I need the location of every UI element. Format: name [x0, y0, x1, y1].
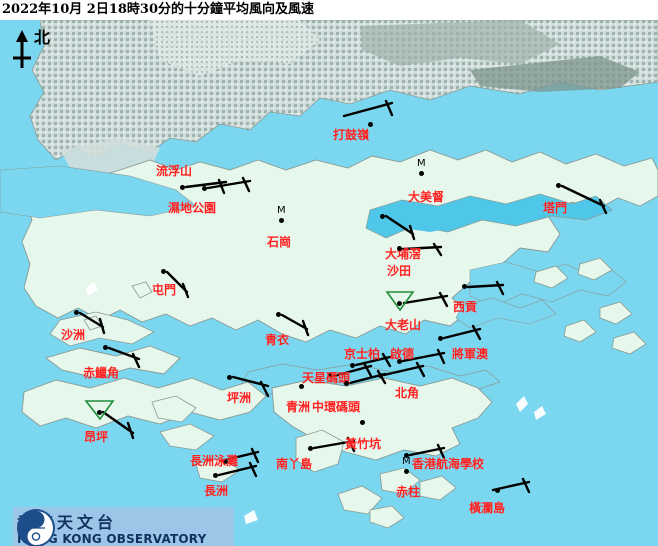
- wind-barbs: [78, 99, 608, 494]
- station-marker[interactable]: [279, 218, 284, 223]
- station-marker[interactable]: [276, 312, 281, 317]
- station-marker[interactable]: [308, 446, 313, 451]
- station-label[interactable]: 赤鱲角: [83, 366, 120, 380]
- station-marker-letter: M: [277, 205, 286, 216]
- station-marker[interactable]: [328, 373, 333, 378]
- station-marker[interactable]: [404, 453, 409, 458]
- logo-name-en: HONG KONG OBSERVATORY: [17, 531, 207, 546]
- station-label[interactable]: 橫瀾島: [469, 501, 506, 515]
- station-label[interactable]: 大埔滘: [385, 247, 422, 261]
- hko-logo-icon: [17, 509, 55, 546]
- station-label[interactable]: 沙洲: [61, 328, 86, 342]
- station-marker[interactable]: [103, 345, 108, 350]
- station-label[interactable]: 塔門: [543, 201, 568, 215]
- station-label[interactable]: 赤柱: [396, 485, 421, 499]
- station-marker[interactable]: [299, 384, 304, 389]
- station-label[interactable]: 青衣: [265, 333, 290, 347]
- station-label[interactable]: 濕地公園: [168, 201, 217, 215]
- station-label[interactable]: 石崗: [267, 235, 292, 249]
- station-marker[interactable]: [556, 183, 561, 188]
- station-label[interactable]: 打鼓嶺: [333, 128, 370, 142]
- station-marker[interactable]: [397, 301, 402, 306]
- station-marker[interactable]: [344, 381, 349, 386]
- outlying-islands: [83, 257, 647, 529]
- triangle-markers: [84, 291, 415, 421]
- station-marker[interactable]: [397, 246, 402, 251]
- station-marker[interactable]: [404, 469, 409, 474]
- station-marker[interactable]: [213, 473, 218, 478]
- station-marker[interactable]: [378, 373, 383, 378]
- station-marker[interactable]: [397, 359, 402, 364]
- station-marker[interactable]: [161, 269, 166, 274]
- station-label[interactable]: 大老山: [385, 318, 422, 332]
- page-title: 2022年10月 2日18時30分的十分鐘平均風向及風速: [0, 0, 658, 20]
- station-marker[interactable]: [462, 284, 467, 289]
- station-marker[interactable]: [380, 214, 385, 219]
- station-label[interactable]: 天星碼頭: [302, 371, 351, 385]
- chek-lap-kok: [45, 345, 181, 379]
- station-marker[interactable]: [227, 375, 232, 380]
- station-label[interactable]: 流浮山: [156, 164, 193, 178]
- station-label[interactable]: 長洲: [204, 484, 229, 498]
- north-arrow-icon: 北: [8, 28, 64, 74]
- station-label[interactable]: 西貢: [453, 300, 478, 314]
- station-marker[interactable]: [180, 185, 185, 190]
- station-marker[interactable]: [223, 459, 228, 464]
- tiny-rocks: [86, 282, 546, 524]
- station-label[interactable]: 黃竹坑: [345, 437, 382, 451]
- station-label[interactable]: 北角: [395, 386, 420, 400]
- station-label[interactable]: 南丫島: [276, 457, 313, 471]
- station-label[interactable]: 青洲: [286, 400, 311, 414]
- station-marker[interactable]: [360, 420, 365, 425]
- station-marker[interactable]: [419, 171, 424, 176]
- station-marker[interactable]: [74, 310, 79, 315]
- station-label[interactable]: 將軍澳: [452, 347, 489, 361]
- station-label[interactable]: 中環碼頭: [312, 400, 361, 414]
- station-label[interactable]: 香港航海學校: [412, 457, 485, 471]
- map-canvas[interactable]: 北 打鼓嶺流浮山濕地公園 M 石崗 M 大美督塔門大埔滘沙田屯門西貢沙洲赤鱲角 大老山青衣…: [0, 20, 658, 546]
- station-marker[interactable]: [202, 186, 207, 191]
- station-marker[interactable]: [438, 336, 443, 341]
- lantau-island: [21, 377, 267, 429]
- station-marker[interactable]: [97, 410, 102, 415]
- station-label[interactable]: 坪洲: [227, 391, 252, 405]
- station-label[interactable]: 屯門: [152, 283, 177, 297]
- station-label[interactable]: 大美督: [408, 190, 445, 204]
- deep-bay: [0, 165, 197, 219]
- station-label[interactable]: 沙田: [387, 264, 412, 278]
- map-geometry: [0, 20, 658, 546]
- mainland-china: [29, 20, 658, 178]
- station-marker-letter: M: [417, 158, 426, 169]
- station-label[interactable]: 長洲泳灘: [190, 454, 239, 468]
- station-label[interactable]: 昂坪: [84, 430, 109, 444]
- north-label: 北: [34, 28, 51, 47]
- hko-logo: 香港天文台 HONG KONG OBSERVATORY: [13, 507, 234, 546]
- station-label[interactable]: 啟德: [390, 347, 415, 361]
- station-marker-letter: M: [402, 456, 411, 467]
- station-marker[interactable]: [368, 122, 373, 127]
- station-marker[interactable]: [495, 488, 500, 493]
- station-marker[interactable]: [350, 363, 355, 368]
- station-label[interactable]: 京士柏: [344, 347, 381, 361]
